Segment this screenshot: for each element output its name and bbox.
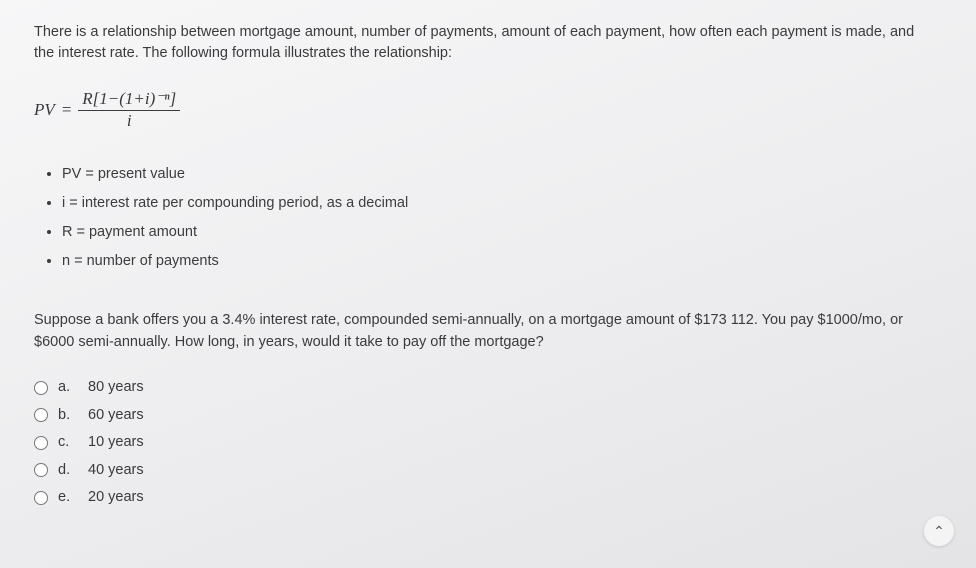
definition-item: i = interest rate per compounding period… xyxy=(62,189,942,218)
scroll-to-top-button[interactable]: ⌃ xyxy=(924,516,954,546)
option-text: 10 years xyxy=(88,435,144,450)
option-letter: e. xyxy=(58,490,78,505)
formula-eq: = xyxy=(61,100,72,120)
chevron-up-icon: ⌃ xyxy=(933,523,945,540)
formula-denominator: i xyxy=(127,111,132,131)
question-intro: There is a relationship between mortgage… xyxy=(34,22,934,64)
option-letter: c. xyxy=(58,435,78,450)
option-letter: a. xyxy=(58,380,78,395)
option-d[interactable]: d. 40 years xyxy=(34,456,942,484)
formula-block: PV = R[1−(1+i)⁻ⁿ] i xyxy=(34,90,180,130)
formula-lhs: PV xyxy=(34,100,55,120)
definitions-list: PV = present value i = interest rate per… xyxy=(34,160,942,276)
question-body: Suppose a bank offers you a 3.4% interes… xyxy=(34,310,942,354)
option-b-radio[interactable] xyxy=(34,408,48,422)
option-a-radio[interactable] xyxy=(34,381,48,395)
formula-fraction: R[1−(1+i)⁻ⁿ] i xyxy=(78,90,180,130)
option-b[interactable]: b. 60 years xyxy=(34,401,942,429)
option-text: 80 years xyxy=(88,380,144,395)
option-d-radio[interactable] xyxy=(34,463,48,477)
option-c[interactable]: c. 10 years xyxy=(34,429,942,457)
definition-item: n = number of payments xyxy=(62,247,942,276)
option-e-radio[interactable] xyxy=(34,491,48,505)
option-text: 40 years xyxy=(88,463,144,478)
option-e[interactable]: e. 20 years xyxy=(34,484,942,512)
option-letter: b. xyxy=(58,408,78,423)
formula-numerator: R[1−(1+i)⁻ⁿ] xyxy=(78,90,180,111)
option-c-radio[interactable] xyxy=(34,436,48,450)
option-text: 60 years xyxy=(88,408,144,423)
option-letter: d. xyxy=(58,463,78,478)
definition-item: PV = present value xyxy=(62,160,942,189)
option-text: 20 years xyxy=(88,490,144,505)
definition-item: R = payment amount xyxy=(62,218,942,247)
options-group: a. 80 years b. 60 years c. 10 years d. 4… xyxy=(34,374,942,512)
option-a[interactable]: a. 80 years xyxy=(34,374,942,402)
